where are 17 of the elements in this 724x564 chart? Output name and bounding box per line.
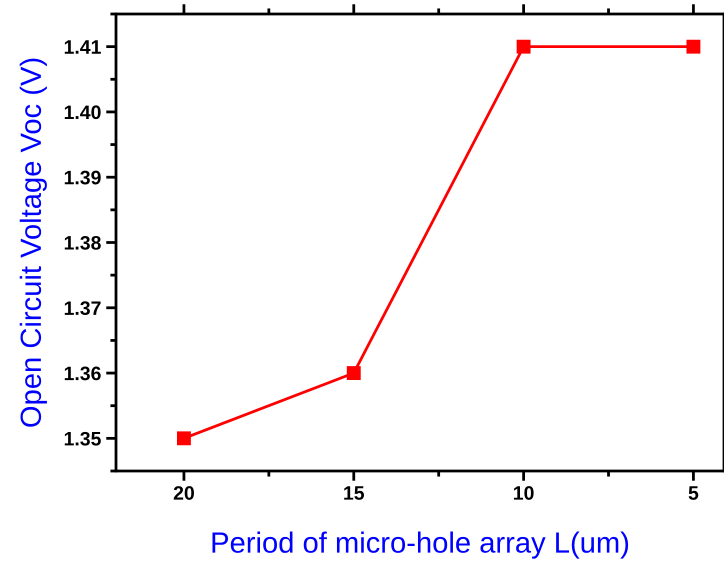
y-tick-label: 1.36 [64, 366, 101, 380]
y-tick-label: 1.40 [64, 105, 101, 120]
y-tick-label: 1.37 [64, 301, 101, 316]
point [516, 40, 531, 54]
y-tick-label: 1.38 [64, 236, 101, 250]
x-tick-label: 20 [174, 486, 194, 500]
y-axis-title: Open Circuit Voltage Voc (V) [20, 58, 47, 427]
point [686, 40, 700, 54]
y-tick-label: 1.41 [64, 40, 101, 54]
x-tick-label: 10 [514, 486, 534, 500]
x-tick-label: 5 [688, 486, 698, 500]
y-tick-label: 1.39 [64, 170, 101, 184]
point [176, 431, 191, 446]
y-tick-label: 1.35 [64, 432, 101, 446]
x-axis-title: Period of micro-hole array L(um) [212, 531, 628, 559]
point [346, 366, 361, 380]
x-tick-label: 15 [344, 486, 364, 500]
